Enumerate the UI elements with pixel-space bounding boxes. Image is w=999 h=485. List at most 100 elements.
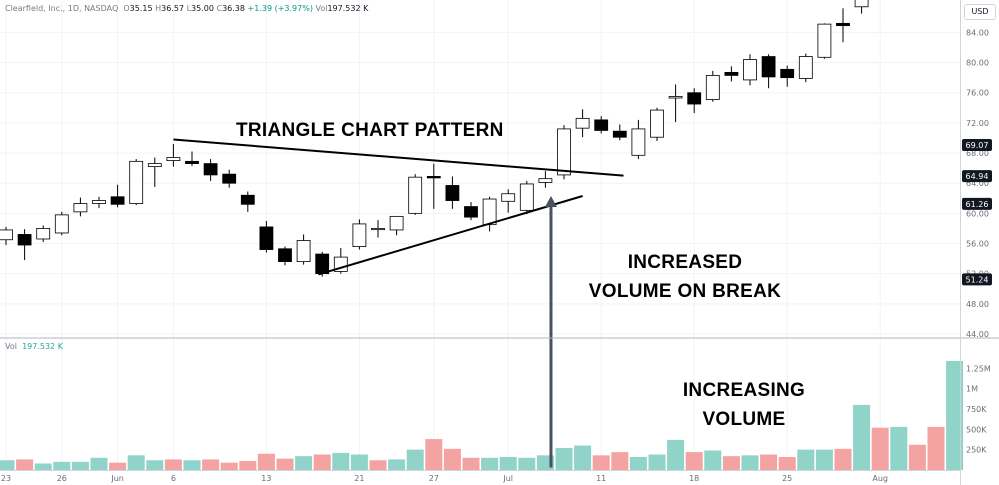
volume-label: Vol: [5, 342, 17, 351]
volume-tick-label: 500K: [966, 425, 987, 434]
volume-bar: [276, 458, 294, 470]
volume-bar: [499, 456, 517, 470]
price-tick-label: 84.00: [966, 28, 989, 37]
volume-bar: [350, 454, 368, 470]
date-tick-label: 13: [261, 474, 271, 483]
currency-button[interactable]: USD: [964, 4, 996, 20]
candle-body: [501, 193, 516, 202]
price-tick-label: 44.00: [966, 330, 989, 339]
date-tick-label: Jul: [502, 474, 513, 483]
volume-header: Vol 197.532 K: [5, 342, 63, 351]
volume-bar: [332, 452, 350, 470]
candle-body: [203, 163, 218, 176]
low-value: 35.00: [191, 4, 214, 13]
volume-bar: [164, 459, 182, 470]
volume-bar: [53, 461, 71, 470]
candle-body: [724, 71, 739, 76]
candle-body: [110, 196, 125, 205]
candle-body: [73, 203, 88, 213]
candle-body: [650, 109, 664, 138]
volume-bar: [257, 453, 275, 470]
candle-body: [780, 68, 795, 79]
symbol-name: Clearfield, Inc., 1D, NASDAQ: [5, 4, 119, 13]
close-value: 36.38: [222, 4, 245, 13]
pattern-annotation: TRIANGLE CHART PATTERN: [236, 120, 504, 141]
close-label: C: [216, 4, 223, 13]
date-tick-label: 27: [429, 474, 439, 483]
volume-bar: [853, 404, 871, 470]
candle-body: [371, 228, 385, 231]
price-label-text: 51.24: [966, 275, 989, 284]
candle-body: [612, 130, 627, 138]
price-label-text: 64.94: [966, 172, 989, 181]
price-label-text: 61.26: [966, 200, 989, 209]
date-tick-label: 6: [171, 474, 176, 483]
volume-bar: [946, 360, 964, 470]
date-tick-label: 26: [57, 474, 67, 483]
date-tick-label: 25: [782, 474, 792, 483]
volume-bar: [555, 448, 573, 470]
date-tick-label: 21: [354, 474, 364, 483]
high-label: H: [155, 4, 162, 13]
volume-annotation-line2: VOLUME: [702, 409, 786, 430]
candle-body: [761, 56, 776, 78]
volume-bar: [815, 449, 833, 470]
volume-bar: [239, 461, 257, 470]
price-label-text: 69.07: [966, 141, 989, 150]
volume-bar: [648, 454, 666, 470]
break-annotation: INCREASED VOLUME ON BREAK: [560, 248, 810, 306]
candle-body: [315, 253, 330, 275]
candle-body: [631, 128, 646, 156]
candle-body: [129, 160, 144, 204]
break-annotation-line2: VOLUME ON BREAK: [588, 281, 782, 302]
open-label: O: [123, 4, 130, 13]
volume-bar: [183, 460, 201, 470]
volume-bar: [71, 461, 89, 470]
volume-bar: [220, 462, 238, 470]
price-label-box: [962, 197, 992, 210]
candle-body: [389, 215, 404, 231]
triangle-lower-line: [318, 195, 583, 276]
volume-bar: [834, 448, 852, 470]
candle-body: [464, 206, 478, 218]
volume-bar: [629, 456, 647, 470]
candle-body: [743, 59, 757, 81]
price-tick-label: 60.00: [966, 209, 989, 218]
volume-bars: [0, 360, 964, 470]
candle-body: [92, 200, 106, 204]
volume-bar: [611, 452, 629, 470]
volume-bar: [16, 459, 34, 470]
candle-body: [408, 176, 423, 214]
price-tick-label: 56.00: [966, 240, 989, 249]
candle-body: [798, 56, 813, 79]
candle-body: [445, 185, 460, 201]
vol-value: 197.532 K: [327, 4, 369, 13]
high-value: 36.57: [161, 4, 185, 13]
volume-tick-label: 1M: [966, 385, 978, 394]
price-label-box: [962, 138, 992, 151]
candle-body: [240, 194, 255, 205]
volume-bar: [109, 462, 127, 470]
candle-body: [575, 117, 590, 129]
volume-bar: [146, 460, 164, 470]
volume-bar: [0, 460, 15, 470]
volume-tick-label: 1.25M: [966, 364, 991, 373]
candle-body: [54, 214, 69, 234]
volume-bar: [760, 454, 778, 470]
volume-bar: [741, 455, 759, 470]
candle-body: [36, 228, 51, 240]
candle-body: [817, 23, 832, 58]
volume-bar: [574, 445, 592, 470]
candle-body: [557, 128, 571, 176]
candle-body: [296, 240, 311, 263]
candle-body: [352, 223, 367, 247]
candle-body: [594, 119, 609, 131]
candle-body: [854, 0, 869, 8]
volume-annotation-line1: INCREASING: [682, 380, 806, 401]
volume-value: 197.532 K: [22, 342, 63, 351]
volume-bar: [90, 457, 108, 470]
date-tick-label: 11: [596, 474, 606, 483]
volume-tick-label: 750K: [966, 405, 987, 414]
